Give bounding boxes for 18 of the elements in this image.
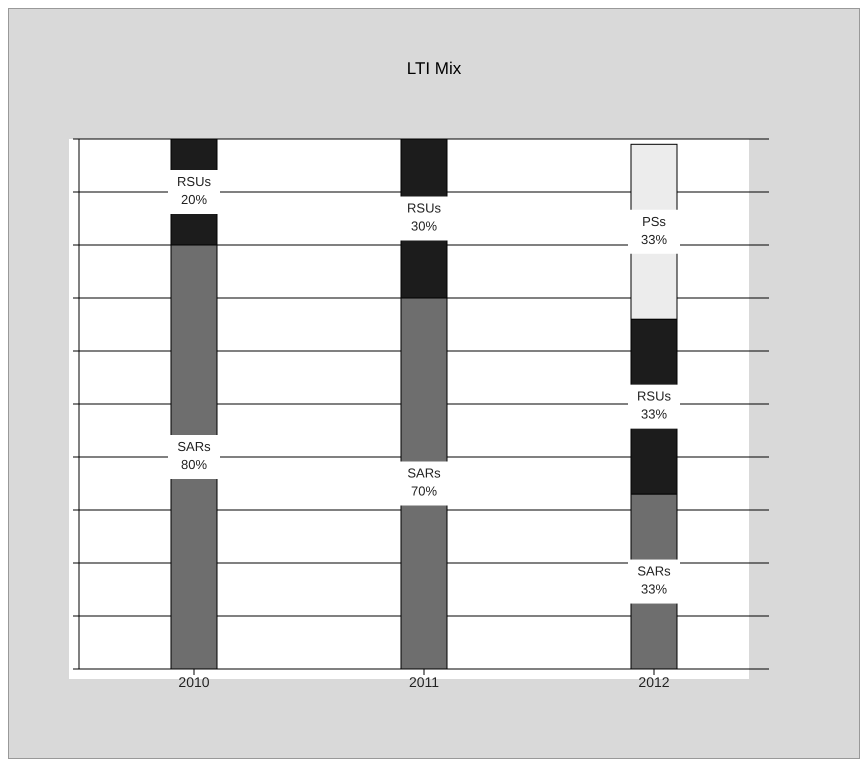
data-label: 80% bbox=[180, 457, 208, 472]
data-label: 33% bbox=[640, 407, 668, 422]
series-label: SARs bbox=[177, 439, 212, 454]
series-label: PSs bbox=[642, 214, 666, 230]
text: SARs bbox=[407, 466, 441, 481]
text: RSUs bbox=[637, 389, 671, 404]
x-tick-label: 2011 bbox=[408, 674, 440, 690]
data-label: 33% bbox=[640, 582, 668, 597]
data-label: 20% bbox=[180, 192, 208, 208]
text: RSUs bbox=[177, 174, 211, 190]
x-tick-label: 2010 bbox=[178, 674, 210, 690]
data-label: 70% bbox=[410, 484, 438, 499]
chart-title: LTI Mix bbox=[406, 58, 462, 80]
data-label: 33% bbox=[640, 232, 668, 248]
x-tick-label: 2012 bbox=[638, 674, 670, 690]
series-label: RSUs bbox=[407, 200, 442, 216]
data-label: 30% bbox=[410, 218, 438, 234]
text: SARs bbox=[637, 564, 671, 579]
